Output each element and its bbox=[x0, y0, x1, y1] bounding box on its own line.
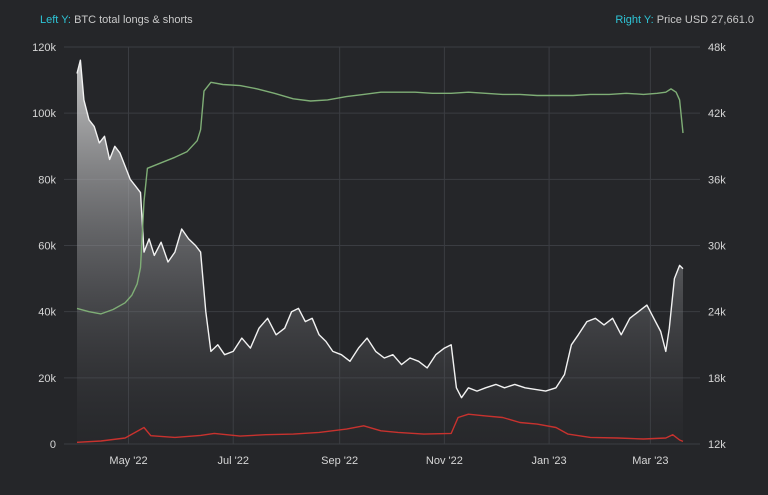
total-positions-area bbox=[77, 60, 683, 444]
total-positions-line bbox=[76, 59, 684, 399]
x-tick-label: May '22 bbox=[109, 455, 147, 467]
y-left-tick-label: 40k bbox=[38, 307, 56, 319]
y-right-tick-label: 12k bbox=[708, 439, 726, 451]
x-tick-label: Mar '23 bbox=[632, 455, 668, 467]
y-left-tick-label: 120k bbox=[32, 42, 56, 54]
y-right-tick-label: 24k bbox=[708, 307, 726, 319]
right-axis-label: Price USD 27,661.0 bbox=[656, 14, 754, 26]
area-layer bbox=[77, 60, 683, 444]
y-right-tick-label: 42k bbox=[708, 108, 726, 120]
price-line bbox=[76, 81, 684, 315]
y-right-tick-label: 30k bbox=[708, 241, 726, 253]
y-left-tick-label: 0 bbox=[50, 439, 56, 451]
y-right-tick-label: 48k bbox=[708, 42, 726, 54]
tick-layer: 0 12k 20k 18k 40k 24k 60k 30k 80k 36k 100k 42k 120k 4… bbox=[32, 42, 726, 467]
right-axis-prefix: Right Y: bbox=[615, 14, 654, 26]
left-axis-prefix: Left Y: bbox=[40, 14, 71, 26]
left-axis-label: BTC total longs & shorts bbox=[74, 14, 193, 26]
y-left-tick-label: 80k bbox=[38, 174, 56, 186]
left-axis-header: Left Y: BTC total longs & shorts bbox=[40, 14, 193, 26]
x-tick-label: Jul '22 bbox=[217, 455, 248, 467]
right-axis-header: Right Y: Price USD 27,661.0 bbox=[615, 14, 754, 26]
x-tick-label: Nov '22 bbox=[426, 455, 463, 467]
x-tick-label: Sep '22 bbox=[321, 455, 358, 467]
y-left-tick-label: 20k bbox=[38, 373, 56, 385]
y-left-tick-label: 100k bbox=[32, 108, 56, 120]
y-left-tick-label: 60k bbox=[38, 241, 56, 253]
line-layer bbox=[76, 59, 684, 443]
y-right-tick-label: 18k bbox=[708, 373, 726, 385]
x-tick-label: Jan '23 bbox=[532, 455, 567, 467]
y-right-tick-label: 36k bbox=[708, 174, 726, 186]
shorts-line bbox=[76, 413, 684, 443]
